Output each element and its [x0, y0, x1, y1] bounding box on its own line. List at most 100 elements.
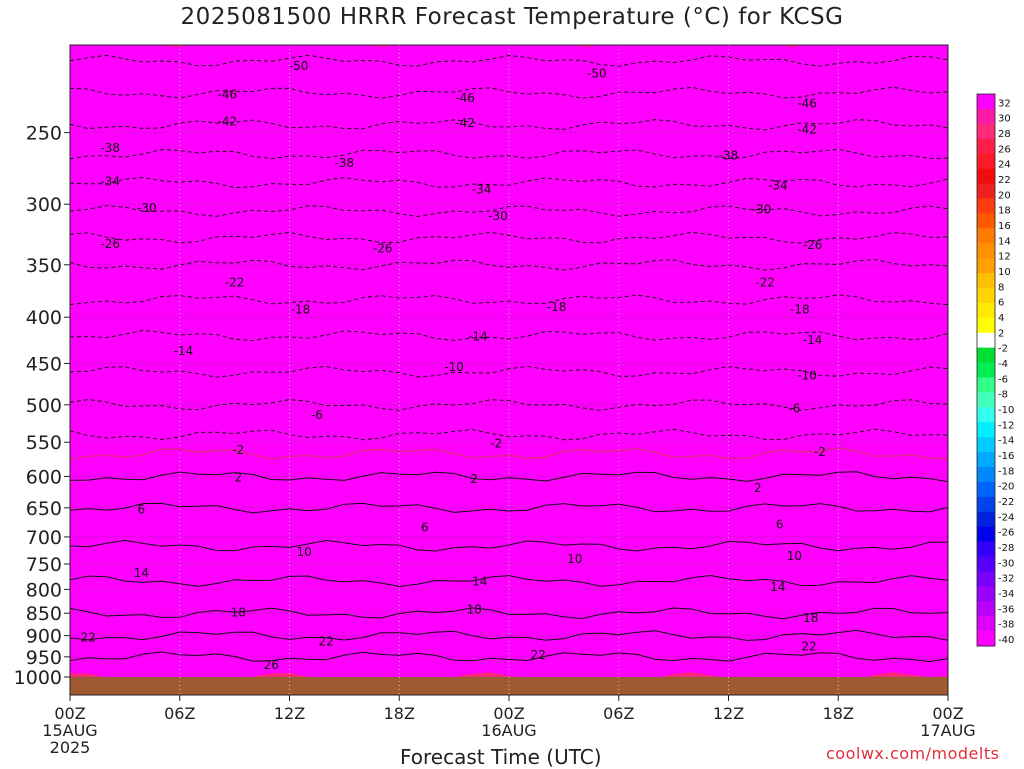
contour-label: -46	[218, 88, 238, 102]
isotherm-line	[70, 329, 948, 342]
colorbar-label: -26	[998, 528, 1014, 539]
isotherm-line	[70, 231, 948, 244]
colorbar-label: -28	[998, 543, 1014, 554]
isotherm-line	[70, 365, 948, 378]
colorbar-label: -18	[998, 466, 1014, 477]
isotherm-line	[70, 205, 948, 218]
contour-label: 26	[264, 658, 279, 672]
colorbar-swatch	[977, 94, 995, 110]
contour-label: -26	[373, 242, 393, 256]
colorbar-swatch	[977, 616, 995, 632]
colorbar-label: 18	[998, 206, 1011, 217]
x-tick-label: 18Z	[384, 704, 415, 723]
y-tick-label: 300	[26, 194, 62, 216]
contour-label: 14	[472, 574, 487, 588]
isotherm-line	[70, 651, 948, 663]
contour-label: -30	[488, 209, 508, 223]
colorbar-swatch	[977, 407, 995, 423]
colorbar-label: -36	[998, 604, 1014, 615]
contour-label: -2	[232, 443, 244, 457]
colorbar-swatch	[977, 168, 995, 185]
colorbar-label: -8	[998, 390, 1008, 401]
colorbar-label: -32	[998, 574, 1014, 585]
contour-label: -50	[587, 66, 607, 80]
x-tick-label: 12Z	[713, 704, 744, 723]
colorbar-label: 12	[998, 252, 1011, 263]
contour-label: -18	[291, 302, 311, 316]
y-tick-label: 500	[26, 395, 62, 417]
colorbar-label: -2	[998, 344, 1008, 355]
isotherm-line	[70, 607, 948, 620]
contour-label: -50	[289, 59, 309, 73]
colorbar-label: -6	[998, 374, 1008, 385]
x-tick-label: 18Z	[823, 704, 854, 723]
x-tick-label: 12Z	[274, 704, 305, 723]
colorbar-swatch	[977, 422, 995, 438]
contour-label: -2	[490, 437, 502, 451]
contour-label: 14	[134, 566, 149, 580]
contour-label: -2	[814, 445, 826, 459]
contour-label: -46	[797, 96, 817, 110]
colorbar-swatch	[977, 541, 995, 557]
y-tick-label: 900	[26, 626, 62, 648]
x-tick-label: 00Z	[54, 704, 85, 723]
colorbar-swatch	[977, 526, 995, 543]
colorbar-swatch	[977, 302, 995, 319]
isotherm-line	[70, 148, 948, 160]
contour-label: 22	[318, 634, 333, 648]
colorbar-label: -4	[998, 359, 1008, 370]
contour-label: -10	[444, 360, 464, 374]
colorbar-swatch	[977, 556, 995, 572]
x-tick-label: 00Z	[932, 704, 963, 723]
contour-label: 2	[234, 471, 242, 485]
y-tick-label: 400	[26, 307, 62, 329]
contour-label: -14	[174, 344, 194, 358]
colorbar-label: -20	[998, 482, 1014, 493]
x-tick-label: 15AUG	[42, 721, 97, 740]
contour-label: -22	[225, 275, 245, 289]
colorbar-swatch	[977, 586, 995, 602]
contour-label: -26	[100, 237, 120, 251]
x-tick-label: 00Z	[493, 704, 524, 723]
colorbar-swatch	[977, 496, 995, 513]
contour-label: -30	[137, 201, 157, 215]
isotherm-line	[70, 471, 948, 483]
colorbar-label: 10	[998, 267, 1011, 278]
contour-label: -42	[218, 114, 238, 128]
colorbar-label: -40	[998, 635, 1014, 646]
colorbar-swatch	[977, 571, 995, 587]
x-tick-label: 06Z	[164, 704, 195, 723]
isotherm-line	[70, 119, 948, 131]
contour-label: 2	[754, 481, 762, 495]
colorbar-swatch	[977, 273, 995, 289]
colorbar-swatch	[977, 287, 995, 304]
colorbar-frame	[976, 93, 996, 647]
isotherm-line	[70, 574, 948, 587]
contour-label: 18	[803, 611, 818, 625]
colorbar-swatch	[977, 258, 995, 274]
y-tick-label: 700	[26, 527, 62, 549]
colorbar-label: 28	[998, 129, 1011, 140]
credit-link[interactable]: coolwx.com/modelts	[826, 744, 1000, 763]
colorbar-swatch	[977, 183, 995, 199]
colorbar-label: 32	[998, 98, 1011, 109]
colorbar-swatch	[977, 153, 995, 170]
colorbar-swatch	[977, 123, 995, 140]
contour-label: 10	[567, 552, 582, 566]
contour-label: -34	[472, 183, 492, 197]
contour-label: -42	[797, 122, 817, 136]
colorbar-label: 16	[998, 221, 1011, 232]
pressure-axis: 2503003504004505005506006507007508008509…	[14, 123, 70, 689]
contour-label: 14	[770, 580, 785, 594]
y-tick-label: 250	[26, 123, 62, 145]
contour-label: 6	[776, 517, 784, 531]
colorbar-label: -24	[998, 512, 1014, 523]
colorbar-label: 6	[998, 298, 1004, 309]
colorbar-swatch	[977, 317, 995, 334]
isotherm-line	[70, 502, 948, 514]
chart-title: 2025081500 HRRR Forecast Temperature (°C…	[180, 4, 844, 30]
isotherm-line	[70, 294, 948, 306]
isotherm-line	[70, 398, 948, 411]
